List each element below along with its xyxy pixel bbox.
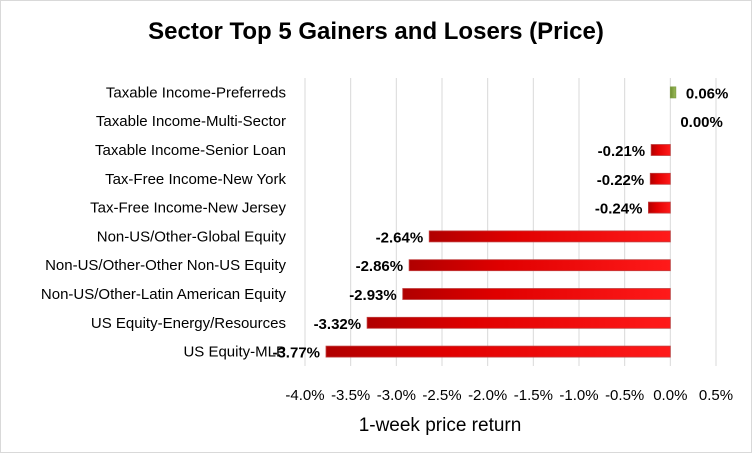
x-tick-label: -2.0% bbox=[468, 387, 507, 404]
category-label: US Equity-MLP bbox=[183, 344, 286, 361]
x-tick-label: -1.0% bbox=[559, 387, 598, 404]
bar-7 bbox=[402, 288, 671, 300]
data-label: -2.86% bbox=[356, 258, 404, 275]
bar-2 bbox=[650, 144, 671, 156]
category-label: Taxable Income-Senior Loan bbox=[95, 142, 286, 159]
data-label: -0.22% bbox=[597, 172, 645, 189]
x-tick-label: -3.5% bbox=[331, 387, 370, 404]
bar-5 bbox=[428, 230, 671, 243]
x-tick-label: -3.0% bbox=[377, 387, 416, 404]
bar-0 bbox=[669, 86, 677, 99]
data-label: -3.77% bbox=[272, 345, 320, 362]
category-label: Taxable Income-Preferreds bbox=[106, 84, 286, 101]
data-label: -0.21% bbox=[598, 143, 646, 160]
data-label: -3.32% bbox=[314, 316, 362, 333]
x-tick-label: -4.0% bbox=[285, 387, 324, 404]
data-label: 0.00% bbox=[680, 114, 723, 131]
x-axis-label: 1-week price return bbox=[359, 415, 522, 436]
data-label: -0.24% bbox=[595, 201, 643, 218]
x-tick-label: -1.5% bbox=[514, 387, 553, 404]
bar-3 bbox=[649, 172, 671, 185]
category-label: Non-US/Other-Other Non-US Equity bbox=[45, 257, 286, 274]
x-tick-label: 0.0% bbox=[653, 387, 687, 404]
x-tick-label: -0.5% bbox=[605, 387, 644, 404]
category-label: US Equity-Energy/Resources bbox=[91, 315, 286, 332]
category-label: Non-US/Other-Global Equity bbox=[97, 228, 287, 245]
category-label: Tax-Free Income-New York bbox=[105, 171, 286, 188]
data-label: -2.64% bbox=[376, 229, 424, 246]
chart-title: Sector Top 5 Gainers and Losers (Price) bbox=[148, 18, 604, 45]
x-tick-label: 0.5% bbox=[699, 387, 733, 404]
bar-4 bbox=[648, 201, 671, 214]
category-label: Tax-Free Income-New Jersey bbox=[90, 200, 286, 217]
x-tick-label: -2.5% bbox=[422, 387, 461, 404]
bar-6 bbox=[408, 259, 671, 272]
category-label: Non-US/Other-Latin American Equity bbox=[41, 286, 287, 303]
bar-8 bbox=[366, 316, 671, 329]
category-label: Taxable Income-Multi-Sector bbox=[96, 113, 286, 130]
data-label: 0.06% bbox=[686, 85, 729, 102]
data-label: -2.93% bbox=[349, 287, 397, 304]
bar-9 bbox=[325, 345, 671, 358]
